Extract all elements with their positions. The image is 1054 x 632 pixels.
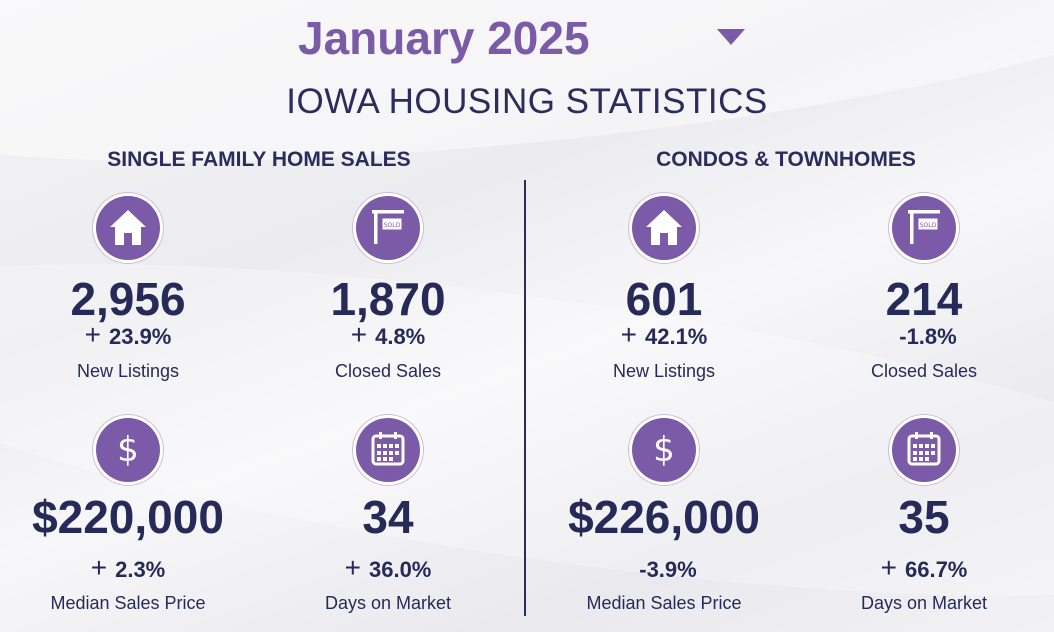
dollar-icon: $ — [96, 418, 160, 482]
stat-label: Median Sales Price — [50, 593, 206, 613]
dollar-icon: $ — [632, 418, 696, 482]
page-title: IOWA HOUSING STATISTICS — [286, 82, 768, 121]
month-title[interactable]: January 2025 — [298, 12, 590, 64]
stat-change: -1.8% — [899, 324, 957, 349]
stat-value: 2,956 — [70, 273, 186, 325]
house-icon — [632, 196, 696, 260]
stat-sf-days-on-market: 34 +36.0% Days on Market — [258, 418, 518, 618]
stat-change: -3.9% — [639, 557, 697, 582]
sold-sign-icon: SOLD — [892, 196, 956, 260]
calendar-icon — [356, 418, 420, 482]
stat-change: +2.3% — [90, 552, 166, 583]
stat-change: +66.7% — [880, 552, 968, 583]
stat-sf-closed-sales: SOLD 1,870 +4.8% Closed Sales — [258, 196, 518, 396]
section-title-single-family: SINGLE FAMILY HOME SALES — [107, 148, 411, 171]
svg-text:SOLD: SOLD — [384, 222, 401, 229]
section-title-condos: CONDOS & TOWNHOMES — [656, 148, 916, 171]
stat-label: Days on Market — [860, 593, 988, 613]
stat-value: 214 — [885, 273, 963, 325]
stat-value: $226,000 — [568, 491, 760, 543]
stat-condo-median-price: $ $226,000 -3.9% Median Sales Price — [534, 418, 794, 618]
house-icon — [96, 196, 160, 260]
stat-value: 1,870 — [330, 273, 446, 325]
sold-sign-icon: SOLD — [356, 196, 420, 260]
stat-label: Median Sales Price — [586, 593, 742, 613]
stat-change: +42.1% — [620, 319, 708, 350]
stat-change: +36.0% — [344, 552, 432, 583]
stat-value: $220,000 — [32, 491, 224, 543]
stat-label: New Listings — [612, 361, 716, 381]
stat-condo-closed-sales: SOLD 214 -1.8% Closed Sales — [794, 196, 1054, 396]
stat-condo-new-listings: 601 +42.1% New Listings — [534, 196, 794, 396]
stat-value: 34 — [362, 491, 414, 543]
stat-label: Days on Market — [324, 593, 452, 613]
section-divider — [524, 180, 526, 616]
stat-condo-days-on-market: 35 +66.7% Days on Market — [794, 418, 1054, 618]
stat-label: New Listings — [76, 361, 180, 381]
chevron-down-icon[interactable] — [716, 26, 746, 48]
stat-label: Closed Sales — [870, 361, 978, 381]
month-selector[interactable]: January 2025 — [0, 8, 1054, 68]
stat-change: +4.8% — [350, 319, 426, 350]
stat-label: Closed Sales — [334, 361, 442, 381]
stat-value: 35 — [898, 491, 950, 543]
svg-text:SOLD: SOLD — [920, 222, 937, 229]
stat-sf-new-listings: 2,956 +23.9% New Listings — [0, 196, 258, 396]
stat-change: +23.9% — [84, 319, 172, 350]
calendar-icon — [892, 418, 956, 482]
stat-value: 601 — [625, 273, 703, 325]
stat-sf-median-price: $ $220,000 +2.3% Median Sales Price — [0, 418, 258, 618]
header: January 2025 IOWA HOUSING STATISTICS — [0, 0, 1054, 140]
